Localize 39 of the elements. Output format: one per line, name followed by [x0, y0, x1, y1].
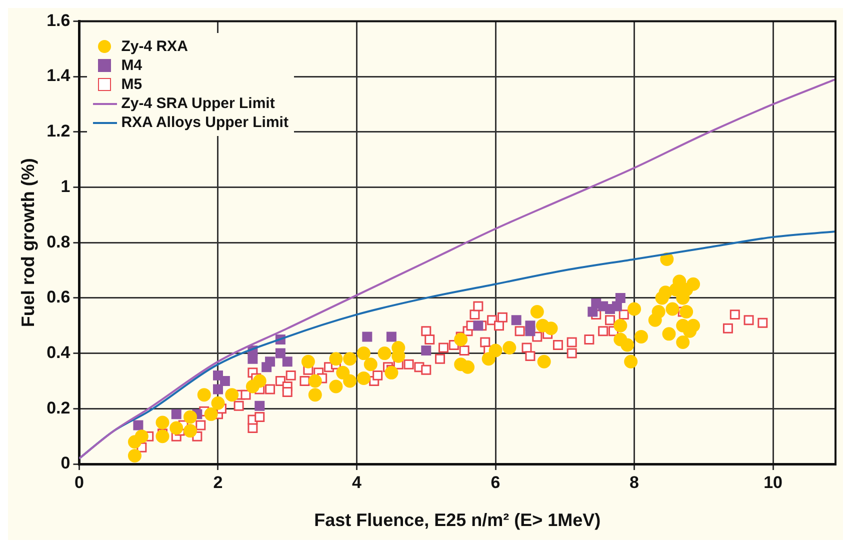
y-tick-label: 0.6: [46, 288, 70, 307]
point: [265, 356, 276, 367]
point: [213, 384, 223, 394]
point: [386, 332, 396, 342]
point: [473, 320, 484, 331]
point: [275, 348, 286, 358]
point: [254, 400, 265, 411]
x-tick-label: 10: [764, 472, 783, 492]
legend-label: M4: [121, 56, 142, 76]
y-tick-label: 0: [60, 454, 70, 473]
x-tick-label: 6: [490, 472, 500, 492]
point: [421, 346, 432, 356]
y-tick-label: 1: [60, 176, 70, 196]
point: [133, 420, 144, 430]
point: [248, 354, 258, 364]
x-axis-title: Fast Fluence, E25 n/m² (E> 1MeV): [314, 510, 601, 530]
y-tick-label: 1.6: [46, 10, 70, 30]
y-tick-label: 1.4: [46, 66, 71, 86]
point: [615, 292, 626, 303]
x-tick-label: 4: [352, 472, 362, 492]
point: [588, 306, 598, 317]
y-axis-title: Fuel rod growth (%): [18, 158, 38, 328]
x-tick-label: 0: [74, 472, 84, 492]
point: [220, 376, 230, 386]
legend-label: Zy-4 RXA: [121, 37, 188, 56]
point: [525, 326, 536, 336]
y-tick-label: 1.2: [46, 122, 70, 141]
x-tick-label: 2: [213, 472, 223, 492]
legend-label: Zy-4 SRA Upper Limit: [121, 94, 275, 114]
legend-label: M5: [121, 75, 142, 94]
point: [171, 409, 182, 420]
point: [282, 356, 292, 367]
y-tick-label: 0.8: [46, 232, 70, 252]
point: [511, 315, 522, 326]
x-tick-label: 8: [630, 472, 640, 492]
y-tick-label: 0.2: [46, 398, 70, 418]
legend-label: RXA Alloys Upper Limit: [121, 113, 288, 132]
y-tick-label: 0.4: [46, 342, 71, 362]
point: [362, 332, 372, 342]
